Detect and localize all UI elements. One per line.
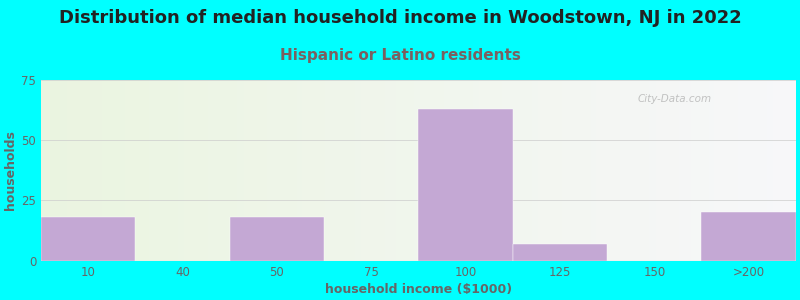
Text: City-Data.com: City-Data.com [638, 94, 711, 104]
Text: Hispanic or Latino residents: Hispanic or Latino residents [279, 48, 521, 63]
Y-axis label: households: households [4, 130, 17, 210]
Bar [41, 217, 135, 261]
X-axis label: household income ($1000): household income ($1000) [325, 283, 512, 296]
Bar [702, 212, 796, 261]
Text: Distribution of median household income in Woodstown, NJ in 2022: Distribution of median household income … [58, 9, 742, 27]
Bar [230, 217, 324, 261]
Bar [513, 244, 607, 261]
Bar [418, 109, 513, 261]
